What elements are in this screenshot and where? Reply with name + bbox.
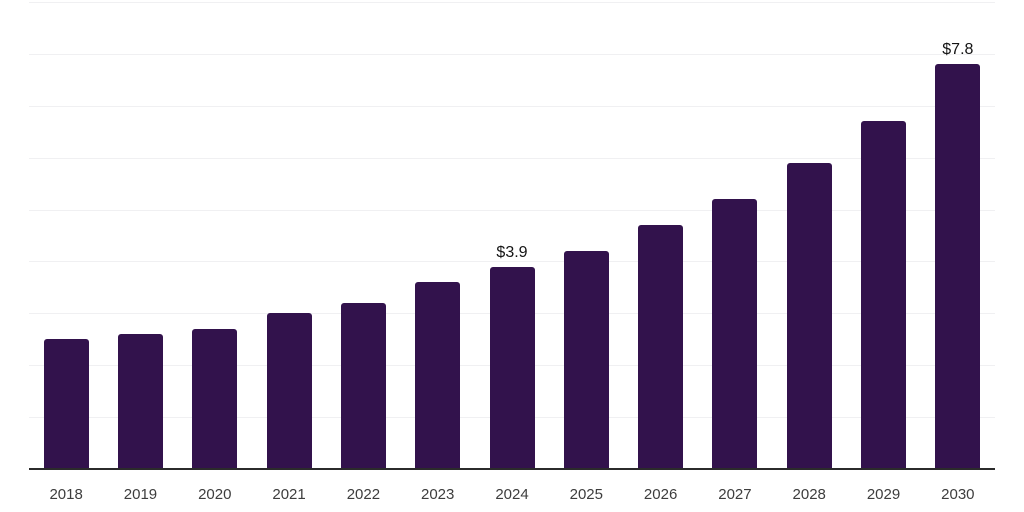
bar-2024: [489, 266, 535, 469]
gridline-7: [29, 105, 995, 107]
bar-2022: [340, 302, 386, 469]
gridline-8: [29, 53, 995, 55]
x-tick-label-2020: 2020: [198, 486, 232, 503]
bar-2021: [266, 313, 312, 469]
x-tick-label-2030: 2030: [941, 486, 975, 503]
x-tick-label-2027: 2027: [718, 486, 752, 503]
gridline-6: [29, 157, 995, 159]
bar-2028: [786, 162, 832, 469]
gridline-5: [29, 209, 995, 211]
bar-2023: [415, 282, 461, 469]
plot-area: $3.9 $7.8: [29, 2, 995, 469]
x-tick-label-2029: 2029: [866, 486, 901, 503]
x-tick-label-2021: 2021: [272, 486, 306, 503]
bar-2027: [712, 199, 758, 469]
bar-2026: [638, 225, 684, 469]
x-tick-label-2026: 2026: [643, 486, 678, 503]
x-tick-label-2028: 2028: [792, 486, 826, 503]
x-tick-label-2023: 2023: [421, 486, 455, 503]
x-tick-label-2019: 2019: [123, 486, 158, 503]
bar-2025: [563, 251, 609, 469]
bar-2029: [861, 121, 907, 469]
gridline-4: [29, 261, 995, 263]
x-tick-label-2018: 2018: [49, 486, 83, 503]
bar-2020: [192, 328, 238, 469]
gridline-9: [29, 2, 995, 3]
data-label-2030: $7.8: [942, 41, 974, 59]
bar-2030: [935, 64, 981, 469]
x-tick-label-2022: 2022: [346, 486, 381, 503]
x-tick-label-2024: 2024: [495, 486, 529, 503]
bar-2019: [117, 334, 163, 469]
x-tick-label-2025: 2025: [569, 486, 603, 503]
bar-2018: [43, 339, 89, 469]
x-axis-line: [29, 468, 995, 470]
data-label-2024: $3.9: [496, 243, 528, 261]
